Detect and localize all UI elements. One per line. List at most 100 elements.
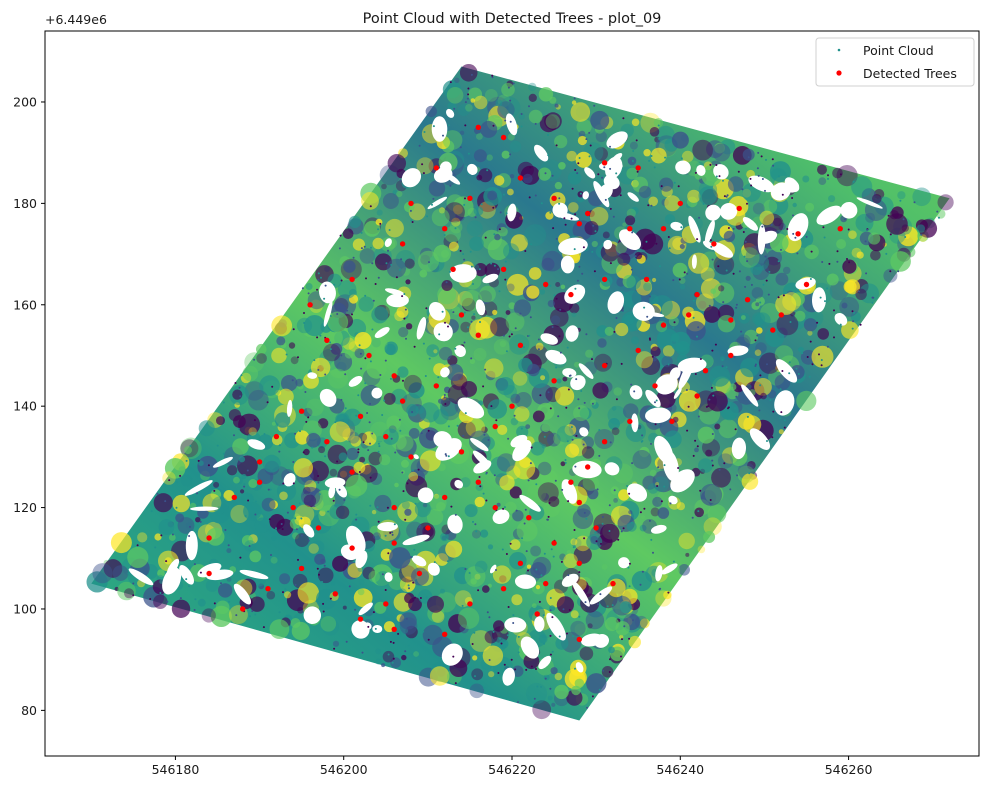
point-cloud-blob (294, 515, 305, 526)
point-cloud-blob (361, 192, 379, 210)
x-tick-label: 546220 (488, 762, 536, 777)
point-cloud-point (432, 197, 435, 200)
point-cloud-blob (528, 93, 537, 102)
point-cloud-point (851, 310, 854, 313)
point-cloud-blob (316, 588, 337, 610)
point-cloud-point (591, 250, 594, 253)
point-cloud-gap (558, 237, 588, 255)
point-cloud-point (524, 508, 527, 511)
point-cloud-blob (626, 521, 637, 532)
point-cloud-point (372, 299, 375, 302)
point-cloud-point (546, 518, 549, 521)
point-cloud-blob (611, 427, 620, 436)
point-cloud-point (164, 500, 167, 503)
point-cloud-point (499, 211, 502, 214)
point-cloud-blob (408, 382, 425, 399)
point-cloud-point (574, 213, 577, 216)
point-cloud-point (505, 350, 508, 353)
point-cloud-point (510, 658, 513, 661)
point-cloud-gap (440, 367, 450, 378)
point-cloud-blob (249, 550, 262, 563)
point-cloud-point (726, 194, 729, 197)
point-cloud-gap (467, 163, 478, 175)
point-cloud-blob (516, 425, 529, 438)
point-cloud-blob (238, 456, 246, 463)
detected-tree-point (357, 413, 364, 419)
point-cloud-point (502, 507, 505, 510)
point-cloud-point (483, 687, 486, 689)
point-cloud-blob (773, 217, 782, 227)
point-cloud-blob (648, 196, 658, 207)
point-cloud-point (549, 634, 552, 637)
point-cloud-blob (783, 266, 791, 275)
point-cloud-point (722, 301, 725, 304)
point-cloud-point (374, 627, 377, 630)
point-cloud-point (266, 401, 269, 404)
point-cloud-gap (447, 514, 463, 534)
point-cloud-point (583, 537, 586, 540)
point-cloud-blob (562, 376, 568, 382)
point-cloud-point (317, 368, 320, 371)
detected-tree-point (669, 418, 675, 425)
detected-tree-point (601, 439, 608, 445)
point-cloud-gap (446, 173, 461, 185)
point-cloud-point (588, 131, 591, 134)
point-cloud-point (377, 520, 380, 523)
point-cloud-blob (655, 482, 660, 486)
point-cloud-point (327, 510, 330, 513)
point-cloud-point (193, 563, 196, 566)
point-cloud-point (189, 525, 191, 528)
point-cloud-point (575, 434, 578, 437)
point-cloud-blob (429, 666, 450, 686)
point-cloud-point (702, 202, 705, 205)
point-cloud-blob (172, 494, 190, 513)
point-cloud-blob (594, 353, 612, 372)
point-cloud-blob (494, 233, 501, 241)
point-cloud-point (609, 167, 612, 170)
point-cloud-blob (303, 448, 310, 456)
point-cloud-blob (703, 517, 722, 536)
detected-tree-point (433, 165, 439, 171)
point-cloud-point (441, 310, 444, 313)
point-cloud-blob (514, 406, 530, 422)
point-cloud-point (581, 272, 584, 275)
point-cloud-blob (653, 118, 664, 128)
point-cloud-point (595, 540, 598, 543)
point-cloud-blob (676, 502, 686, 511)
point-cloud-gap (374, 327, 390, 338)
point-cloud-point (769, 399, 772, 402)
point-cloud-point (764, 255, 767, 258)
detected-tree-point (324, 337, 330, 343)
point-cloud-gap (184, 480, 213, 496)
detected-tree-point (399, 241, 406, 247)
point-cloud-blob (623, 314, 635, 325)
point-cloud-point (317, 278, 320, 281)
point-cloud-blob (622, 222, 627, 227)
point-cloud-point (485, 499, 488, 502)
point-cloud-point (680, 157, 683, 160)
point-cloud-gap (650, 524, 667, 534)
point-cloud-blob (216, 416, 225, 426)
point-cloud-blob (509, 486, 522, 499)
point-cloud-point (643, 306, 646, 309)
point-cloud-gap (482, 273, 499, 284)
point-cloud-blob (794, 310, 806, 322)
point-cloud-point (463, 203, 466, 206)
point-cloud-point (762, 283, 765, 286)
point-cloud-blob (698, 458, 713, 473)
point-cloud-point (547, 134, 549, 136)
point-cloud-point (446, 560, 449, 563)
point-cloud-point (520, 427, 523, 430)
point-cloud-point (777, 296, 780, 299)
point-cloud-blob (650, 147, 667, 164)
detected-tree-point (652, 383, 658, 389)
point-cloud-blob (248, 479, 258, 488)
point-cloud-gap (627, 192, 639, 202)
point-cloud-blob (570, 620, 586, 637)
point-cloud-point (454, 347, 457, 350)
point-cloud-point (555, 144, 558, 147)
point-cloud-point (754, 365, 757, 367)
point-cloud-gap (512, 440, 532, 462)
point-cloud-blob (818, 177, 827, 186)
